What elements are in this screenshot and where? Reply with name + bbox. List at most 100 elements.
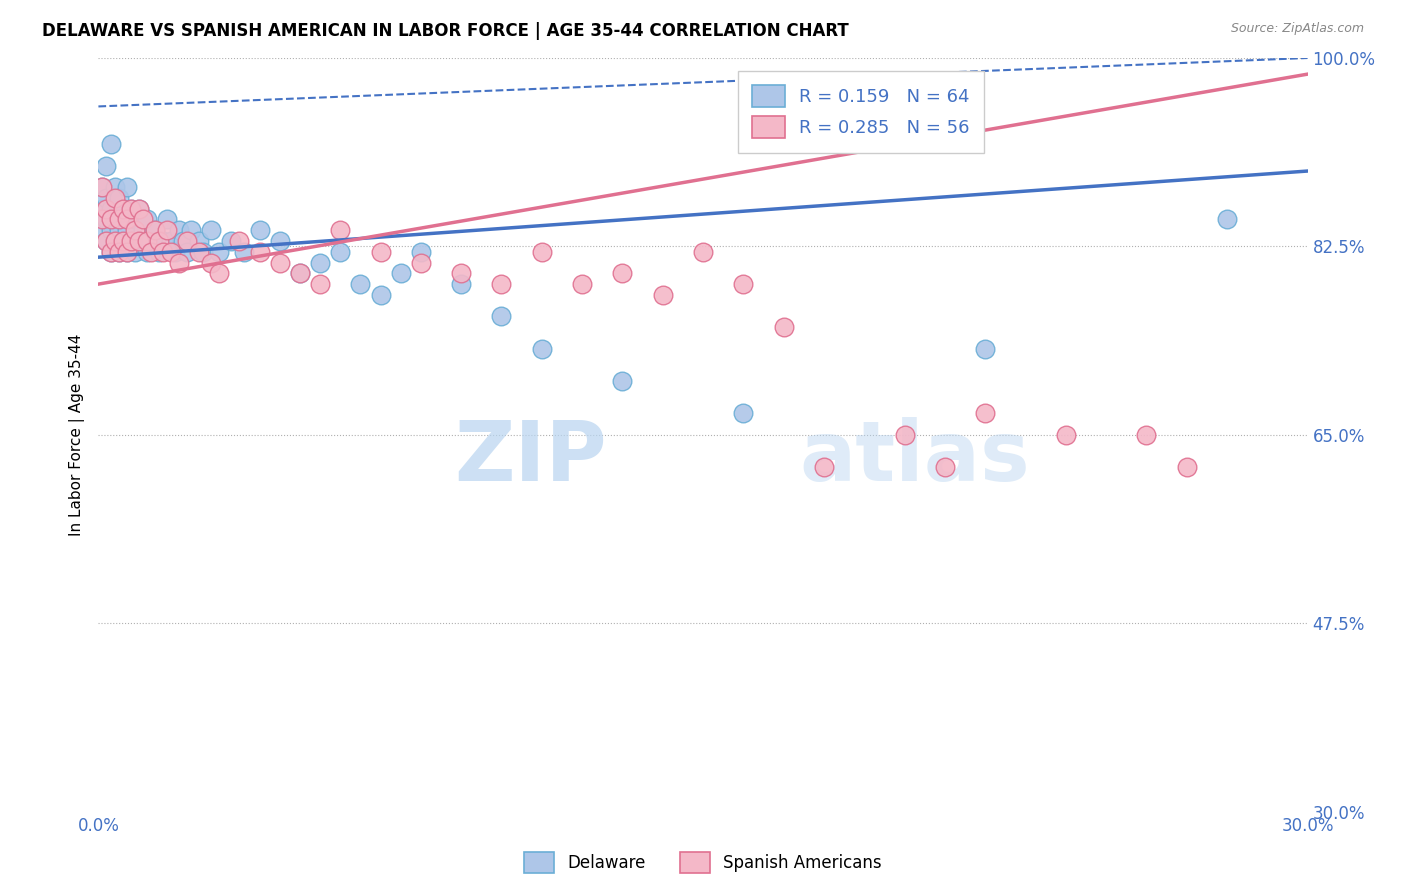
- Point: [128, 234, 150, 248]
- Point: [100, 137, 122, 152]
- Point: [135, 212, 157, 227]
- Point: [228, 234, 250, 248]
- Point: [148, 234, 170, 248]
- Point: [96, 202, 118, 216]
- Point: [491, 277, 513, 291]
- Point: [115, 244, 138, 259]
- Point: [200, 223, 222, 237]
- Point: [91, 180, 114, 194]
- Point: [389, 266, 412, 280]
- Point: [152, 244, 174, 259]
- Point: [409, 255, 432, 269]
- Point: [329, 244, 352, 259]
- Point: [100, 202, 122, 216]
- Text: atlas: atlas: [800, 417, 1031, 498]
- Point: [249, 223, 271, 237]
- Point: [120, 202, 142, 216]
- Point: [1135, 427, 1157, 442]
- Point: [934, 460, 956, 475]
- Point: [120, 202, 142, 216]
- Point: [107, 244, 129, 259]
- Point: [172, 234, 194, 248]
- Point: [176, 234, 198, 248]
- Point: [180, 223, 202, 237]
- Point: [111, 202, 134, 216]
- Point: [450, 266, 472, 280]
- Point: [160, 244, 183, 259]
- Legend: Delaware, Spanish Americans: Delaware, Spanish Americans: [517, 846, 889, 880]
- Point: [893, 427, 915, 442]
- Point: [107, 191, 129, 205]
- Point: [974, 406, 997, 420]
- Point: [450, 277, 472, 291]
- Point: [813, 460, 835, 475]
- Point: [96, 212, 118, 227]
- Point: [176, 244, 198, 259]
- Point: [612, 266, 634, 280]
- Point: [96, 159, 118, 173]
- Point: [91, 212, 114, 227]
- Point: [103, 180, 125, 194]
- Point: [135, 234, 157, 248]
- Point: [167, 223, 190, 237]
- Point: [107, 223, 129, 237]
- Point: [124, 212, 146, 227]
- Point: [124, 223, 146, 237]
- Point: [156, 212, 179, 227]
- Point: [128, 234, 150, 248]
- Point: [208, 266, 231, 280]
- Point: [491, 310, 513, 324]
- Point: [269, 255, 291, 269]
- Point: [135, 244, 157, 259]
- Point: [100, 244, 122, 259]
- Point: [188, 244, 211, 259]
- Point: [208, 244, 231, 259]
- Point: [571, 277, 593, 291]
- Point: [107, 212, 129, 227]
- Point: [100, 223, 122, 237]
- Point: [163, 244, 186, 259]
- Point: [143, 223, 166, 237]
- Point: [692, 244, 714, 259]
- Point: [96, 234, 118, 248]
- Point: [128, 202, 150, 216]
- Text: DELAWARE VS SPANISH AMERICAN IN LABOR FORCE | AGE 35-44 CORRELATION CHART: DELAWARE VS SPANISH AMERICAN IN LABOR FO…: [42, 22, 849, 40]
- Point: [115, 223, 138, 237]
- Point: [115, 180, 138, 194]
- Point: [128, 202, 150, 216]
- Point: [329, 223, 352, 237]
- Point: [370, 244, 392, 259]
- Point: [269, 234, 291, 248]
- Point: [111, 234, 134, 248]
- Point: [1054, 427, 1077, 442]
- Point: [96, 234, 118, 248]
- Y-axis label: In Labor Force | Age 35-44: In Labor Force | Age 35-44: [69, 334, 84, 536]
- Point: [530, 244, 553, 259]
- Point: [100, 212, 122, 227]
- Point: [91, 180, 114, 194]
- Point: [188, 234, 211, 248]
- Point: [612, 374, 634, 388]
- Point: [733, 277, 755, 291]
- Point: [974, 342, 997, 356]
- Point: [288, 266, 311, 280]
- Point: [160, 234, 183, 248]
- Point: [124, 244, 146, 259]
- Point: [193, 244, 215, 259]
- Point: [96, 191, 118, 205]
- Point: [139, 234, 162, 248]
- Point: [221, 234, 243, 248]
- Point: [91, 223, 114, 237]
- Point: [1216, 212, 1239, 227]
- Point: [309, 255, 332, 269]
- Point: [370, 288, 392, 302]
- Point: [115, 212, 138, 227]
- Point: [91, 202, 114, 216]
- Legend: R = 0.159   N = 64, R = 0.285   N = 56: R = 0.159 N = 64, R = 0.285 N = 56: [738, 70, 984, 153]
- Text: Source: ZipAtlas.com: Source: ZipAtlas.com: [1230, 22, 1364, 36]
- Point: [100, 244, 122, 259]
- Point: [111, 202, 134, 216]
- Point: [772, 320, 794, 334]
- Point: [132, 223, 155, 237]
- Point: [111, 234, 134, 248]
